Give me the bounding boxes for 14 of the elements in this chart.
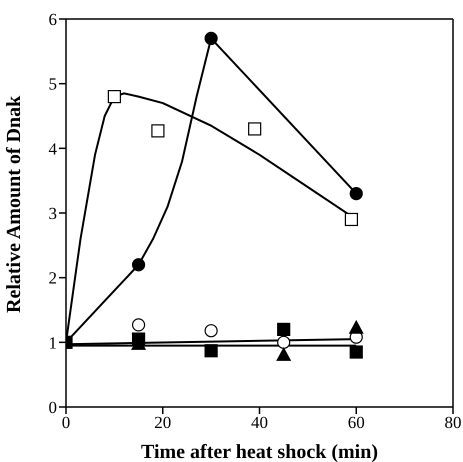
y-tick-label: 2 — [48, 268, 57, 288]
x-tick-label: 0 — [62, 413, 70, 432]
y-axis-title: Relative Amount of Dnak — [3, 94, 26, 313]
y-tick-label: 6 — [48, 10, 57, 30]
y-tick-label: 4 — [48, 139, 58, 158]
x-axis-title: Time after heat shock (min) — [140, 441, 378, 462]
y-tick-label: 0 — [48, 398, 57, 418]
y-tick-label: 5 — [48, 74, 57, 94]
x-tick-label: 80 — [444, 413, 462, 432]
x-tick-label: 60 — [348, 413, 365, 432]
x-tick-label: 40 — [251, 413, 268, 432]
x-tick-label: 20 — [154, 413, 172, 432]
y-tick-label: 3 — [48, 204, 57, 224]
y-tick-label: 1 — [48, 333, 57, 352]
